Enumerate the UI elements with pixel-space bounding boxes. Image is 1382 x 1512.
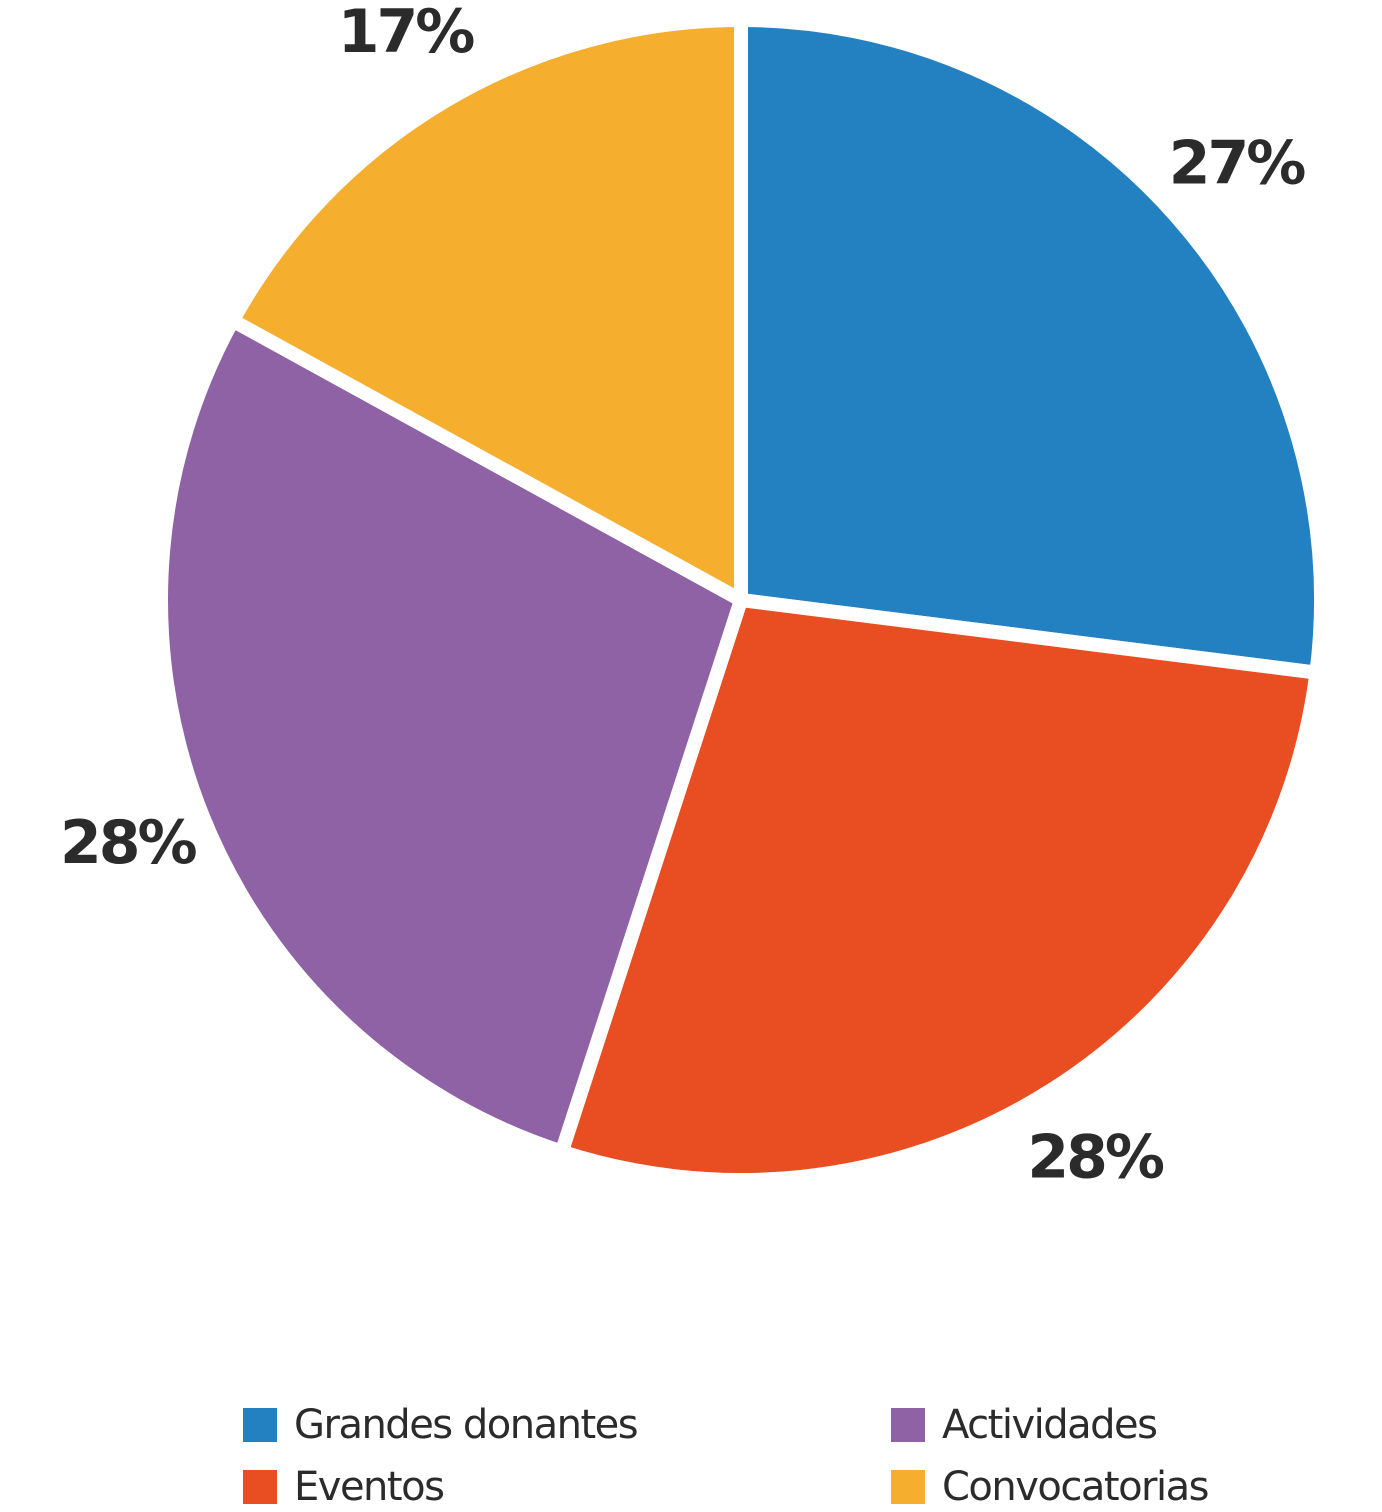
legend-swatch-grandes-donantes	[243, 1408, 277, 1442]
legend-swatch-convocatorias	[891, 1470, 925, 1504]
legend-item-eventos: Eventos	[243, 1462, 443, 1512]
pie-slice-grandes-donantes	[741, 20, 1321, 673]
legend-swatch-eventos	[243, 1470, 277, 1504]
pie-label-convocatorias: 17%	[338, 0, 474, 67]
legend-item-grandes-donantes: Grandes donantes	[243, 1400, 637, 1450]
pie-label-grandes-donantes: 27%	[1169, 129, 1305, 199]
legend-item-actividades: Actividades	[891, 1400, 1156, 1450]
legend-label-grandes-donantes: Grandes donantes	[294, 1402, 637, 1448]
legend-swatch-actividades	[891, 1408, 925, 1442]
legend-label-eventos: Eventos	[294, 1464, 443, 1510]
pie-label-eventos: 28%	[1027, 1122, 1163, 1192]
pie-slices	[161, 20, 1321, 1180]
legend-item-convocatorias: Convocatorias	[891, 1462, 1208, 1512]
pie-label-actividades: 28%	[60, 808, 196, 878]
legend-label-convocatorias: Convocatorias	[942, 1464, 1208, 1510]
legend: Grandes donantes Eventos Actividades Con…	[243, 1400, 1243, 1511]
legend-label-actividades: Actividades	[942, 1402, 1156, 1448]
